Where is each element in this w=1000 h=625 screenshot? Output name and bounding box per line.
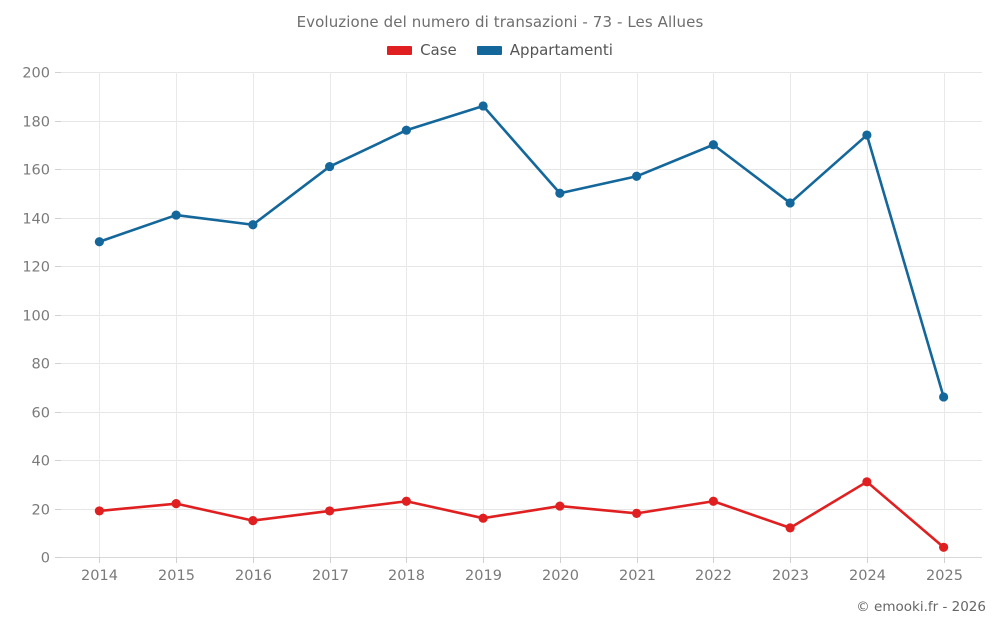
axis-ticks-group [55,72,945,563]
y-axis-tick-label: 100 [22,309,50,325]
y-axis-tick-label: 200 [22,66,50,82]
chart-title: Evoluzione del numero di transazioni - 7… [296,13,704,31]
data-point[interactable]: Appartamenti 2018: 176 [401,125,411,135]
chart-legend: Case Appartamenti [0,41,1000,59]
x-axis-tick-label: 2023 [772,568,809,584]
data-point[interactable]: Appartamenti 2019: 186 [478,101,488,111]
y-axis-tick-label: 60 [32,406,50,422]
data-point[interactable]: Case 2016: 15 [248,516,258,526]
legend-swatch-appartamenti [476,45,502,55]
y-axis-tick-label: 0 [41,551,50,567]
x-axis-tick-label: 2014 [81,568,118,584]
legend-item-case[interactable]: Case [387,41,457,59]
data-series-group: Appartamenti 2014: 130 Appartamenti 2015:… [94,101,949,552]
legend-label-appartamenti: Appartamenti [509,41,613,59]
y-axis-labels-group: 0 20 40 60 80 100 120 140 160 180 200 [22,66,50,567]
y-axis-tick-label: 140 [22,212,50,228]
data-point[interactable]: Case 2014: 19 [94,506,104,516]
x-axis-tick-label: 2018 [388,568,425,584]
legend-label-case: Case [420,41,457,59]
data-point[interactable]: Appartamenti 2024: 174 [862,130,872,140]
data-point[interactable]: Case 2018: 23 [401,496,411,506]
y-axis-tick-label: 160 [22,163,50,179]
data-point[interactable]: Case 2025: 4 [939,542,949,552]
x-axis-tick-label: 2025 [926,568,963,584]
x-axis-tick-label: 2021 [619,568,656,584]
y-axis-tick-label: 20 [32,503,50,519]
x-axis-labels-group: 2014 2015 2016 2017 2018 2019 2020 2021 2022 2023… [81,568,963,584]
data-point[interactable]: Case 2020: 21 [555,501,565,511]
data-point[interactable]: Appartamenti 2017: 161 [325,161,335,172]
data-point[interactable]: Case 2017: 19 [325,506,335,516]
data-point[interactable]: Appartamenti 2015: 141 [171,210,181,220]
y-axis-tick-label: 40 [32,454,50,470]
x-axis-tick-label: 2024 [849,568,886,584]
data-point[interactable]: Appartamenti 2020: 150 [555,188,565,198]
series-line-appartamenti [98,104,945,399]
legend-swatch-case [387,45,413,55]
footer-credit: © emooki.fr - 2026 [856,599,986,615]
y-axis-tick-label: 80 [32,357,50,373]
data-point[interactable]: Appartamenti 2014: 130 [94,237,104,247]
data-point[interactable]: Case 2024: 31 [862,477,872,487]
series-line-case [98,480,945,549]
y-axis-tick-label: 180 [22,115,50,131]
gridlines-group [61,72,982,558]
data-point[interactable]: Case 2023: 12 [785,523,795,533]
data-point[interactable]: Appartamenti 2023: 146 [785,198,795,208]
x-axis-tick-label: 2019 [465,568,502,584]
y-axis-tick-label: 120 [22,260,50,276]
data-point[interactable]: Case 2019: 16 [478,513,488,523]
data-point[interactable]: Appartamenti 2025: 66 [939,392,949,402]
series-appartamenti: Appartamenti 2014: 130 Appartamenti 2015:… [94,101,949,402]
series-case: Case 2014: 19 Case 2015: 22 Case 2016: 15 C… [94,477,949,552]
x-axis-tick-label: 2020 [542,568,579,584]
data-point[interactable]: Case 2022: 23 [708,496,718,506]
data-point[interactable]: Case 2021: 18 [632,508,642,518]
data-point[interactable]: Appartamenti 2022: 170 [708,140,718,150]
x-axis-tick-label: 2016 [235,568,272,584]
data-point[interactable]: Appartamenti 2016: 137 [248,220,258,230]
legend-item-appartamenti[interactable]: Appartamenti [476,41,613,59]
data-point[interactable]: Appartamenti 2021: 157 [632,171,642,181]
x-axis-tick-label: 2017 [312,568,349,584]
x-axis-tick-label: 2015 [158,568,195,584]
data-point[interactable]: Case 2015: 22 [171,499,181,509]
x-axis-tick-label: 2022 [695,568,732,584]
